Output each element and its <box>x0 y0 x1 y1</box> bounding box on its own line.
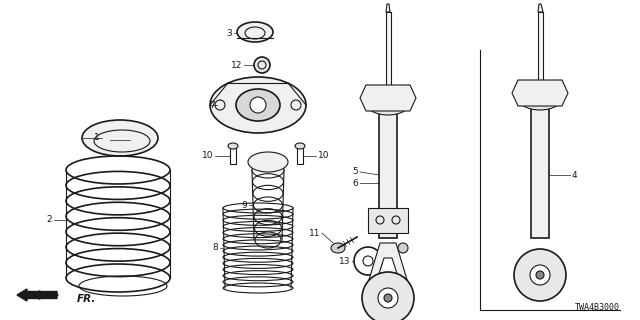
Polygon shape <box>360 85 416 111</box>
Circle shape <box>254 57 270 73</box>
Text: 11: 11 <box>308 228 320 237</box>
Bar <box>379 88 397 238</box>
Polygon shape <box>386 4 390 12</box>
Text: 1: 1 <box>94 133 100 142</box>
Text: 13: 13 <box>339 257 350 266</box>
Circle shape <box>250 97 266 113</box>
Ellipse shape <box>228 143 238 149</box>
Ellipse shape <box>237 22 273 42</box>
Text: 3: 3 <box>227 28 232 37</box>
Text: TWA4B3000: TWA4B3000 <box>575 303 620 312</box>
Circle shape <box>378 288 398 308</box>
Ellipse shape <box>518 86 562 110</box>
Text: 4: 4 <box>572 171 578 180</box>
Text: 12: 12 <box>230 60 242 69</box>
Polygon shape <box>538 4 543 12</box>
FancyArrow shape <box>17 289 57 301</box>
Circle shape <box>398 243 408 253</box>
Circle shape <box>530 265 550 285</box>
Bar <box>386 12 391 88</box>
Bar <box>531 88 549 238</box>
Text: 5: 5 <box>352 167 358 177</box>
Bar <box>230 146 236 164</box>
Ellipse shape <box>366 91 410 115</box>
Text: 2: 2 <box>46 215 52 225</box>
Ellipse shape <box>331 243 345 253</box>
Ellipse shape <box>248 152 288 172</box>
Circle shape <box>514 249 566 301</box>
Polygon shape <box>368 243 408 283</box>
Text: FR.: FR. <box>77 294 97 304</box>
Text: 10: 10 <box>318 151 330 161</box>
Circle shape <box>536 271 544 279</box>
Bar <box>297 146 303 164</box>
Text: 8: 8 <box>212 244 218 252</box>
Ellipse shape <box>295 143 305 149</box>
Ellipse shape <box>236 89 280 121</box>
Polygon shape <box>512 80 568 106</box>
Bar <box>538 12 543 88</box>
Circle shape <box>362 272 414 320</box>
Text: 6: 6 <box>352 179 358 188</box>
Circle shape <box>384 294 392 302</box>
Text: 7: 7 <box>209 100 215 109</box>
Ellipse shape <box>82 120 158 156</box>
Text: 9: 9 <box>241 201 247 210</box>
Bar <box>368 208 408 233</box>
Text: 10: 10 <box>202 151 213 161</box>
Ellipse shape <box>210 77 306 133</box>
